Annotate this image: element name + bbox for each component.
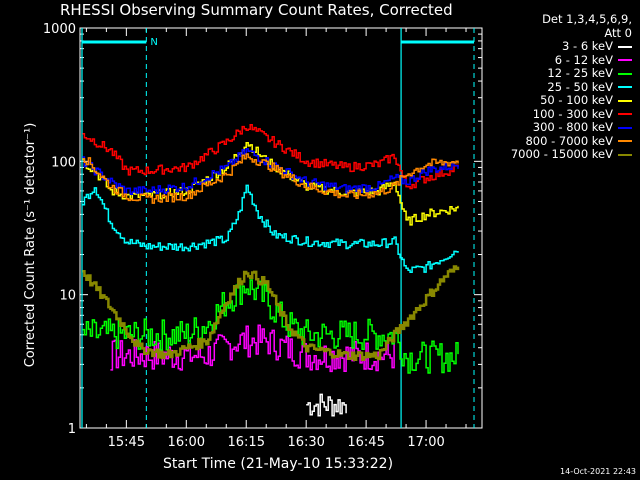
legend-label: 12 - 25 keV xyxy=(547,66,613,80)
legend-label: 300 - 800 keV xyxy=(532,120,613,134)
legend-item: 6 - 12 keV xyxy=(472,52,632,68)
legend-rows: 3 - 6 keV 6 - 12 keV 12 - 25 keV 25 - 50 ke… xyxy=(472,39,632,162)
legend-swatch xyxy=(618,59,632,62)
x-tick-label: 16:15 xyxy=(228,435,265,450)
legend-swatch xyxy=(618,126,632,129)
y-tick-label: 1 xyxy=(68,422,76,437)
y-tick-label: 100 xyxy=(51,155,76,170)
series-line-0 xyxy=(306,393,347,417)
legend-label: 100 - 300 keV xyxy=(532,106,613,121)
legend-label: 6 - 12 keV xyxy=(554,52,613,67)
series-group xyxy=(82,123,460,417)
render-timestamp: 14-Oct-2021 22:43 xyxy=(560,467,636,476)
legend-label: 25 - 50 keV xyxy=(547,79,613,94)
legend-swatch xyxy=(618,45,632,48)
x-tick-label: 17:00 xyxy=(407,435,444,450)
legend-label: 50 - 100 keV xyxy=(540,93,613,107)
y-axis-label: Corrected Count Rate (s⁻¹ detector⁻¹) xyxy=(23,123,38,368)
series-line-5 xyxy=(82,123,459,190)
legend-item: 300 - 800 keV xyxy=(472,120,632,135)
y-axis-title: Corrected Count Rate (s⁻¹ detector⁻¹) xyxy=(23,123,38,368)
legend: Det 1,3,4,5,6,9, Att 0 3 - 6 keV 6 - 12 k… xyxy=(472,12,632,162)
legend-swatch xyxy=(618,99,632,102)
x-axis-title: Start Time (21-May-10 15:33:22) xyxy=(163,456,394,472)
series-line-3 xyxy=(82,184,459,274)
legend-swatch xyxy=(618,153,632,156)
x-tick-label: 16:30 xyxy=(287,435,324,450)
legend-attenuator: Att 0 xyxy=(604,25,632,40)
night-marker-label: N xyxy=(150,37,157,48)
plot-axes: 1 10 100 1000 15:45 16:00 16:15 16:30 16:45 17:00 xyxy=(43,22,483,450)
legend-item: 3 - 6 keV xyxy=(472,39,632,54)
x-tick-label: 16:45 xyxy=(347,435,384,450)
legend-swatch xyxy=(618,86,632,89)
series-line-6 xyxy=(82,148,459,196)
series-line-7 xyxy=(82,153,459,204)
series-line-2 xyxy=(82,278,459,374)
legend-item: 100 - 300 keV xyxy=(472,106,632,122)
legend-item: 800 - 7000 keV xyxy=(472,133,632,149)
legend-detectors: Det 1,3,4,5,6,9, xyxy=(542,12,632,26)
y-tick-label: 10 xyxy=(59,289,76,304)
legend-label: 7000 - 15000 keV xyxy=(510,147,613,161)
plot-frame xyxy=(79,27,483,429)
legend-label: 800 - 7000 keV xyxy=(525,133,613,148)
legend-item: 50 - 100 keV xyxy=(472,93,632,108)
legend-swatch xyxy=(618,140,632,143)
legend-swatch xyxy=(618,72,632,75)
series-line-8 xyxy=(82,265,460,361)
x-tick-label: 16:00 xyxy=(168,435,205,450)
y-tick-label: 1000 xyxy=(43,22,76,37)
x-tick-label: 15:45 xyxy=(108,435,145,450)
legend-swatch xyxy=(618,113,632,116)
time-markers: N xyxy=(81,28,475,428)
legend-item: 25 - 50 keV xyxy=(472,79,632,95)
legend-label: 3 - 6 keV xyxy=(562,39,613,53)
legend-item: 12 - 25 keV xyxy=(472,66,632,81)
chart-title: RHESSI Observing Summary Count Rates, Co… xyxy=(60,1,453,19)
legend-item: 7000 - 15000 keV xyxy=(472,147,632,162)
